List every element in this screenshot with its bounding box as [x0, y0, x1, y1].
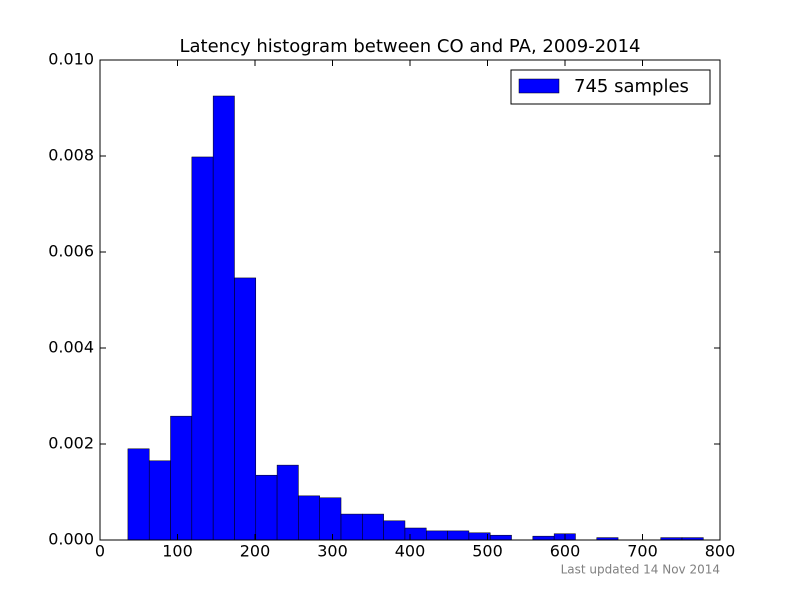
bar	[447, 530, 470, 541]
chart-title: Latency histogram between CO and PA, 200…	[179, 36, 640, 57]
bar	[191, 156, 214, 541]
bar	[298, 495, 320, 541]
y-tick-label: 0.000	[48, 530, 94, 549]
y-tick-label: 0.010	[48, 50, 94, 69]
bar	[340, 513, 363, 541]
bar	[212, 95, 235, 541]
bar	[127, 448, 150, 541]
bar	[489, 534, 512, 541]
x-tick-label: 100	[162, 542, 193, 561]
x-tick-label: 600	[550, 542, 581, 561]
bar	[255, 474, 278, 541]
x-tick-label: 700	[627, 542, 658, 561]
bar	[532, 535, 555, 541]
x-tick-label: 300	[317, 542, 348, 561]
bar	[404, 527, 427, 541]
bar	[170, 415, 193, 541]
y-tick-label: 0.004	[48, 338, 94, 357]
legend-label: 745 samples	[574, 76, 689, 97]
bar	[426, 530, 448, 541]
bar	[319, 497, 342, 541]
x-tick-label: 0	[95, 542, 105, 561]
x-tick-label: 400	[395, 542, 426, 561]
y-tick-label: 0.008	[48, 146, 94, 165]
bar	[383, 520, 406, 541]
bar	[234, 277, 257, 541]
bar	[148, 460, 171, 541]
bar	[276, 464, 299, 541]
y-tick-label: 0.002	[48, 434, 94, 453]
x-tick-label: 800	[705, 542, 736, 561]
bar	[362, 513, 384, 541]
legend-swatch	[518, 78, 560, 94]
x-tick-label: 500	[472, 542, 503, 561]
y-tick-label: 0.006	[48, 242, 94, 261]
footnote: Last updated 14 Nov 2014	[561, 563, 720, 577]
x-tick-label: 200	[240, 542, 271, 561]
